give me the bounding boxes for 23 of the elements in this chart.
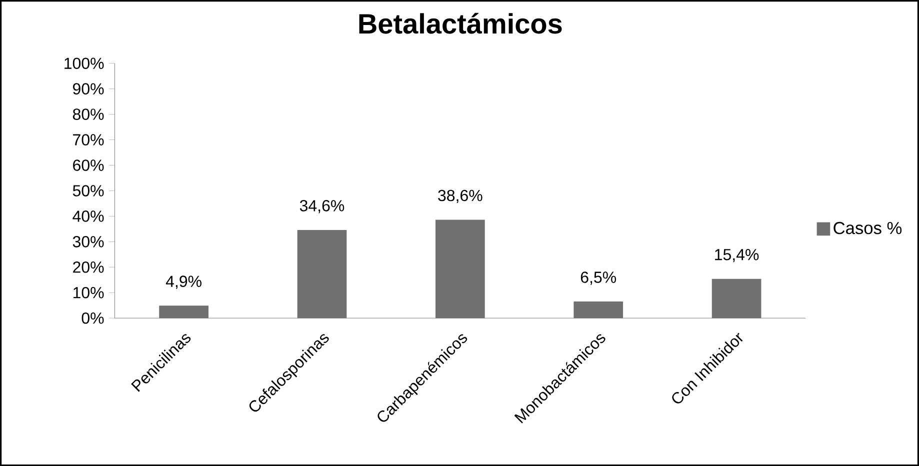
data-label: 4,9% xyxy=(166,276,202,289)
data-label: 34,6% xyxy=(300,200,344,214)
y-tick-label: 80% xyxy=(72,108,104,120)
y-tick-label: 90% xyxy=(73,83,104,94)
bar xyxy=(297,230,347,318)
y-tick-label: 70% xyxy=(73,134,104,146)
y-tick-label: 50% xyxy=(72,184,104,196)
y-tick-label: 100% xyxy=(64,58,104,69)
bar xyxy=(159,306,208,318)
y-tick-label: 60% xyxy=(73,160,104,171)
chart-title: Betalactámicos xyxy=(359,12,562,34)
data-label: 38,6% xyxy=(438,190,482,203)
bar xyxy=(435,220,485,318)
y-tick-label: 20% xyxy=(73,261,104,273)
data-label: 6,5% xyxy=(580,272,616,285)
bar xyxy=(712,278,762,318)
legend-label: Casos % xyxy=(834,222,902,234)
y-tick-label: 10% xyxy=(73,286,104,298)
y-tick-label: 0% xyxy=(82,312,104,324)
y-tick-label: 40% xyxy=(72,210,104,222)
y-tick-label: 30% xyxy=(72,236,104,248)
data-label: 15,4% xyxy=(715,248,759,262)
bar xyxy=(574,301,624,318)
